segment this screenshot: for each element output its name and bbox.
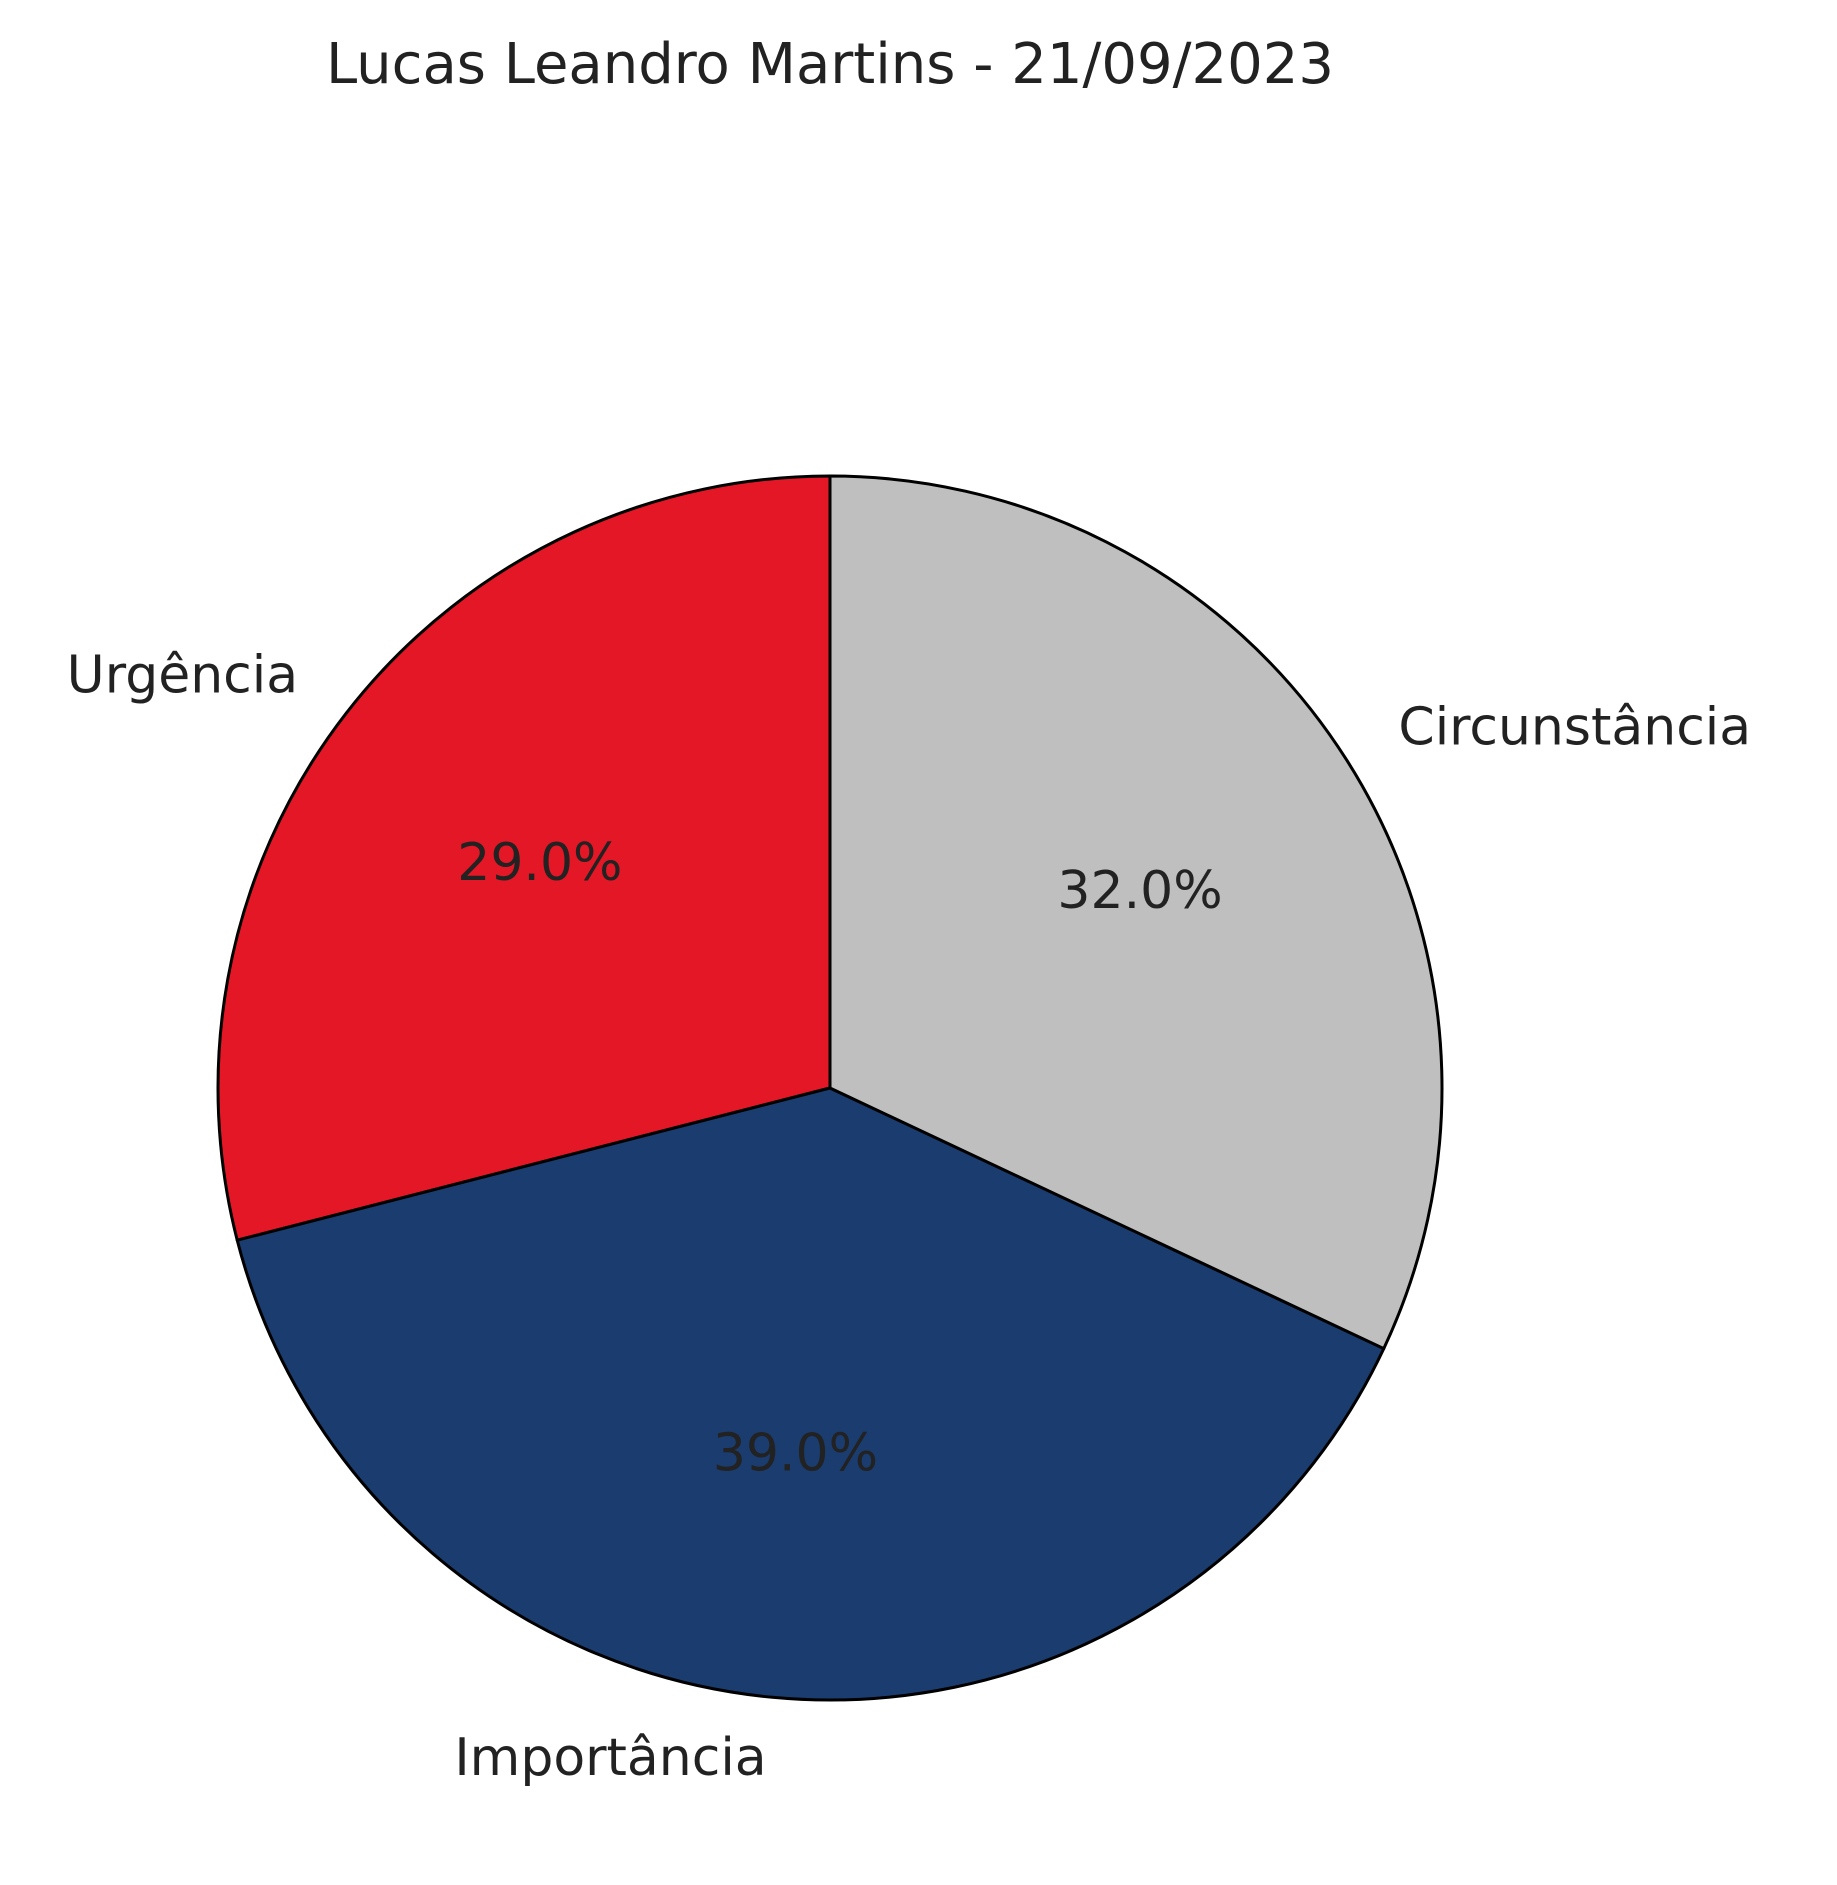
chart-title: Lucas Leandro Martins - 21/09/2023	[326, 32, 1334, 97]
percentage-label-importancia: 39.0%	[713, 1424, 878, 1484]
pie-slice-circunstancia	[828, 474, 1444, 1351]
percentage-label-circunstancia: 32.0%	[1057, 861, 1222, 921]
category-label-importancia: Importância	[454, 1728, 766, 1788]
percentage-labels: 29.0% 39.0% 32.0%	[457, 833, 1222, 1484]
pie-slice-urgencia	[216, 474, 832, 1242]
percentage-label-urgencia: 29.0%	[457, 833, 622, 893]
pie-slices	[216, 474, 1444, 1702]
category-label-circunstancia: Circunstância	[1398, 697, 1751, 757]
category-label-urgencia: Urgência	[67, 645, 298, 705]
pie-slice-importancia	[235, 1086, 1386, 1702]
category-labels: Urgência Importância Circunstância	[67, 645, 1751, 1788]
